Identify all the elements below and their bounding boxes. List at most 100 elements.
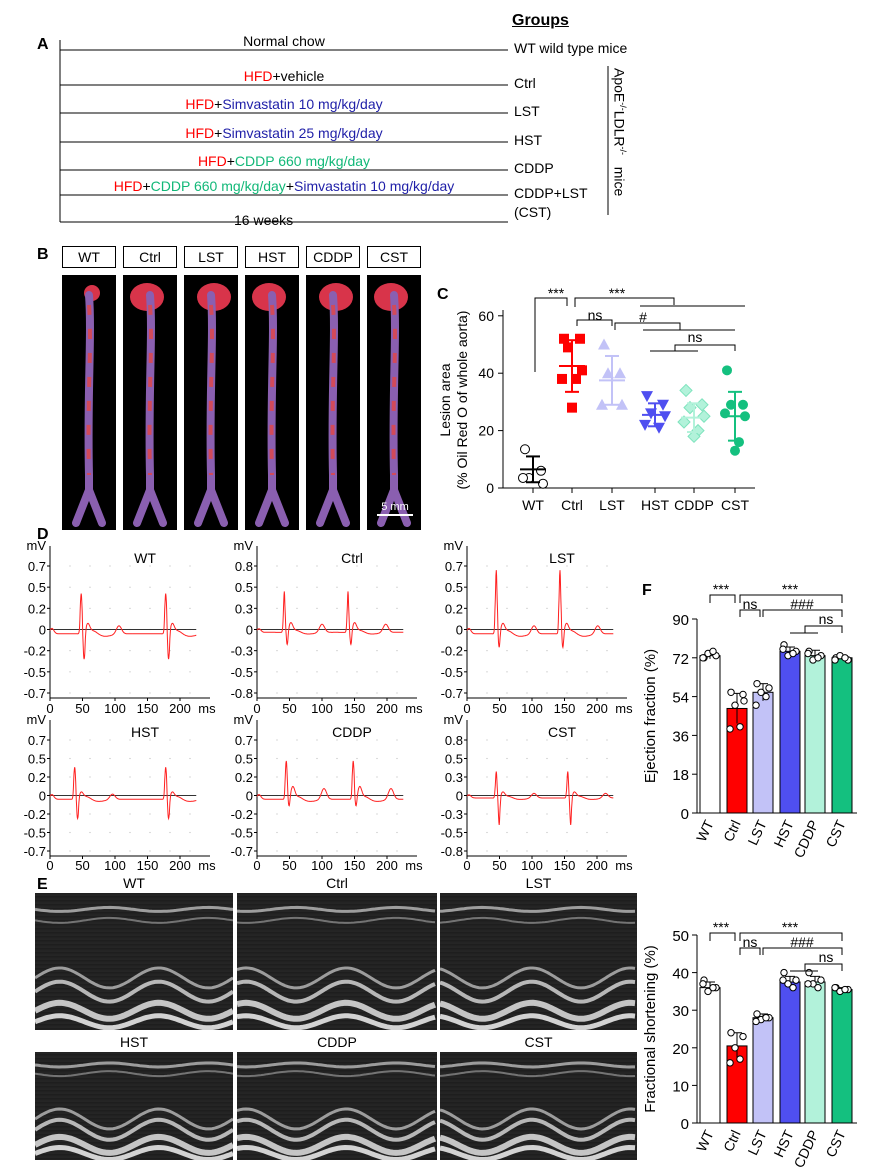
grid-dot xyxy=(189,692,191,694)
grid-dot xyxy=(586,831,588,834)
grid-dot xyxy=(69,739,71,741)
grid-dot xyxy=(356,565,358,567)
grid-dot xyxy=(526,776,528,778)
grid-dot xyxy=(149,607,151,609)
ecg-unit-ms: ms xyxy=(405,858,423,873)
grid-dot xyxy=(69,813,71,815)
grid-dot xyxy=(376,565,378,567)
data-point-ctrl xyxy=(563,342,573,353)
grid-dot xyxy=(149,850,151,852)
ecg-x-tick-label: 150 xyxy=(137,858,159,873)
wall-echo-line xyxy=(34,1107,234,1131)
panel-a-label: A xyxy=(37,36,49,53)
data-point xyxy=(780,968,788,977)
grid-dot xyxy=(396,671,398,673)
grid-dot xyxy=(356,850,358,852)
aorta-photo xyxy=(62,275,116,530)
bar-x-tick-label: CST xyxy=(822,817,849,850)
group-box-hst: HST xyxy=(245,246,299,268)
aorta-photo xyxy=(123,275,177,530)
grid-dot xyxy=(486,739,488,741)
grid-dot xyxy=(546,607,548,609)
data-point xyxy=(792,976,800,984)
ecg-y-tick-label: -0.5 xyxy=(24,665,46,680)
grid-dot xyxy=(586,650,588,652)
grid-dot xyxy=(526,650,528,652)
significance-bracket xyxy=(614,322,681,330)
ecg-y-tick-label: 0.8 xyxy=(235,559,253,574)
group-label: Ctrl xyxy=(514,75,536,91)
grid-dot xyxy=(276,565,278,567)
data-point-lst xyxy=(614,367,626,379)
treatment-segment: HFD xyxy=(243,68,273,84)
aorta-image xyxy=(72,285,106,527)
bar-hst xyxy=(779,981,801,1124)
grid-dot xyxy=(336,607,338,609)
grid-dot xyxy=(356,757,358,760)
grid-dot xyxy=(89,776,91,778)
grid-dot xyxy=(69,757,71,760)
grid-dot xyxy=(296,692,298,694)
data-point xyxy=(753,1010,761,1018)
m-mode-title: CDDP xyxy=(317,1034,357,1050)
wall-echo-line xyxy=(34,905,234,913)
wall-echo-line xyxy=(33,999,235,1022)
ecg-x-tick-label: 50 xyxy=(282,701,296,716)
ecg-title: WT xyxy=(134,550,156,566)
data-point xyxy=(789,983,797,992)
significance-label: ns xyxy=(588,307,603,323)
y-axis-label-2: (% Oil Red O of whole aorta) xyxy=(454,311,470,490)
data-point xyxy=(841,654,849,662)
grid-dot xyxy=(506,671,508,673)
group-box-ctrl: Ctrl xyxy=(123,246,177,268)
data-point xyxy=(765,684,773,692)
grid-dot xyxy=(129,692,131,694)
ecg-y-tick-label: -0.7 xyxy=(24,844,46,859)
grid-dot xyxy=(396,813,398,815)
ecg-y-tick-label: -0.5 xyxy=(441,665,463,680)
grid-dot xyxy=(296,739,298,741)
grid-dot xyxy=(376,650,378,652)
ecg-title: HST xyxy=(131,724,159,740)
grid-dot xyxy=(546,565,548,567)
ecg-trace-hst xyxy=(49,767,197,821)
wall-echo-line xyxy=(236,905,436,913)
grid-dot xyxy=(109,607,111,609)
wall-echo-line xyxy=(439,979,636,1004)
x-tick-label: CST xyxy=(721,497,749,513)
bar-y-axis-label: Fractional shortening (%) xyxy=(642,945,659,1113)
grid-dot xyxy=(276,671,278,673)
data-point-wt xyxy=(538,478,548,489)
grid-dot xyxy=(376,671,378,673)
grid-dot xyxy=(336,813,338,815)
grid-dot xyxy=(486,831,488,834)
grid-dot xyxy=(506,650,508,652)
aorta-image xyxy=(130,283,167,527)
grid-dot xyxy=(586,739,588,741)
grid-dot xyxy=(506,776,508,778)
y-tick-label: 20 xyxy=(478,423,494,439)
significance-label: ns xyxy=(688,329,703,345)
significance-label: *** xyxy=(713,581,730,597)
ecg-x-tick-label: 100 xyxy=(521,858,543,873)
grid-dot xyxy=(189,850,191,852)
m-mode-title: LST xyxy=(525,875,552,891)
grid-dot xyxy=(129,739,131,741)
grid-dot xyxy=(129,586,131,588)
ecg-y-tick-label: 0.5 xyxy=(445,580,463,595)
significance-label: *** xyxy=(782,919,799,935)
grid-dot xyxy=(276,586,278,588)
grid-dot xyxy=(526,692,528,694)
grid-dot xyxy=(566,607,568,609)
grid-dot xyxy=(606,650,608,652)
treatment-label: HFD+Simvastatin 10 mg/kg/day xyxy=(60,96,508,112)
aorta-photo xyxy=(306,275,360,530)
grid-dot xyxy=(149,650,151,652)
treatment-label: Normal chow xyxy=(60,33,508,49)
grid-dot xyxy=(526,671,528,673)
grid-dot xyxy=(129,776,131,778)
group-label: CDDP+LST xyxy=(514,185,588,201)
grid-dot xyxy=(356,650,358,652)
bar-x-tick-label: WT xyxy=(693,1127,717,1154)
grid-dot xyxy=(109,739,111,741)
